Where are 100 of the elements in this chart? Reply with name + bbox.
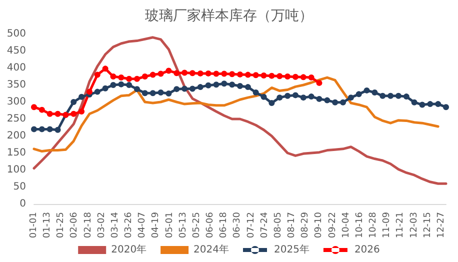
point [237, 83, 243, 90]
point [197, 70, 204, 76]
point [126, 82, 132, 88]
point [31, 104, 37, 110]
point [78, 94, 85, 100]
point [102, 66, 108, 72]
x-tick-label: 10-04 [341, 212, 352, 238]
x-tick-label: 08-05 [273, 212, 284, 238]
point [276, 73, 283, 80]
point [150, 72, 156, 78]
point [102, 85, 108, 92]
point [54, 126, 61, 133]
point [38, 106, 45, 113]
x-tick-label: 10-28 [368, 212, 379, 238]
y-tick-label: 500 [6, 28, 26, 40]
x-tick-label: 01-25 [56, 212, 66, 238]
point [364, 87, 370, 94]
point [403, 94, 410, 100]
point [348, 94, 354, 101]
point [142, 90, 148, 96]
x-tick-label: 05-01 [164, 212, 175, 238]
point [284, 92, 291, 99]
point [435, 101, 442, 108]
point [221, 70, 228, 77]
point [388, 92, 394, 99]
point [372, 89, 378, 96]
point [292, 92, 298, 98]
point [292, 74, 298, 80]
point [126, 76, 132, 82]
point [252, 89, 259, 96]
point [78, 108, 85, 115]
y-tick-label: 50 [13, 182, 26, 192]
point [110, 82, 116, 88]
point [316, 96, 322, 102]
y-tick-label: 100 [6, 164, 26, 176]
point [308, 94, 314, 100]
point [94, 72, 100, 78]
point [205, 82, 212, 88]
point [166, 68, 172, 74]
x-tick-label: 03-02 [96, 212, 107, 238]
point [284, 74, 291, 80]
point [86, 88, 92, 95]
point [395, 92, 402, 99]
x-tick-label: 07-24 [260, 212, 270, 238]
x-tick-label: 05-25 [192, 212, 202, 238]
point [229, 82, 236, 88]
point [340, 99, 346, 106]
point [229, 71, 236, 78]
point [380, 92, 386, 99]
line-series [32, 36, 448, 185]
point [46, 126, 53, 132]
point [158, 70, 164, 77]
point [268, 72, 275, 79]
point [300, 94, 306, 101]
x-tick-label: 03-26 [124, 212, 134, 238]
y-tick-label: 450 [6, 46, 26, 56]
point [189, 70, 196, 76]
point [31, 126, 37, 132]
y-tick-label: 200 [6, 130, 26, 142]
point [182, 70, 188, 76]
point [70, 110, 77, 117]
point [268, 100, 275, 106]
x-tick-label: 12-03 [409, 212, 420, 238]
point [252, 72, 259, 78]
point [213, 82, 220, 88]
x-tick-label: 09-10 [314, 212, 324, 238]
x-tick-label: 12-15 [422, 212, 433, 238]
point [300, 74, 306, 80]
point [118, 74, 124, 81]
x-tick-label: 02-18 [83, 212, 94, 238]
point [150, 90, 156, 96]
point [213, 70, 220, 77]
point [46, 110, 53, 117]
point [260, 94, 267, 100]
point [158, 89, 164, 96]
point [316, 80, 322, 86]
point [427, 101, 434, 108]
point [324, 97, 330, 104]
point [54, 110, 61, 117]
legend-label: 2025年 [274, 244, 310, 256]
y-tick-label: 300 [6, 96, 26, 108]
x-tick-label: 06-18 [219, 212, 230, 238]
x-tick-label: 11-21 [396, 212, 406, 238]
point [244, 72, 251, 78]
point [110, 74, 116, 80]
point [174, 70, 180, 76]
point [94, 88, 100, 95]
point [237, 71, 243, 78]
point [308, 74, 314, 81]
x-tick-label: 04-07 [138, 212, 148, 238]
point [38, 126, 45, 132]
y-tick-label: 400 [6, 62, 26, 74]
point [142, 74, 148, 80]
x-tick-label: 12-27 [436, 212, 446, 238]
x-tick-label: 05-13 [178, 212, 188, 238]
y-tick-label: 350 [6, 80, 26, 90]
x-tick-label: 01-01 [29, 212, 39, 238]
point [244, 84, 251, 90]
point [189, 86, 196, 92]
x-tick-label: 09-22 [328, 212, 338, 238]
